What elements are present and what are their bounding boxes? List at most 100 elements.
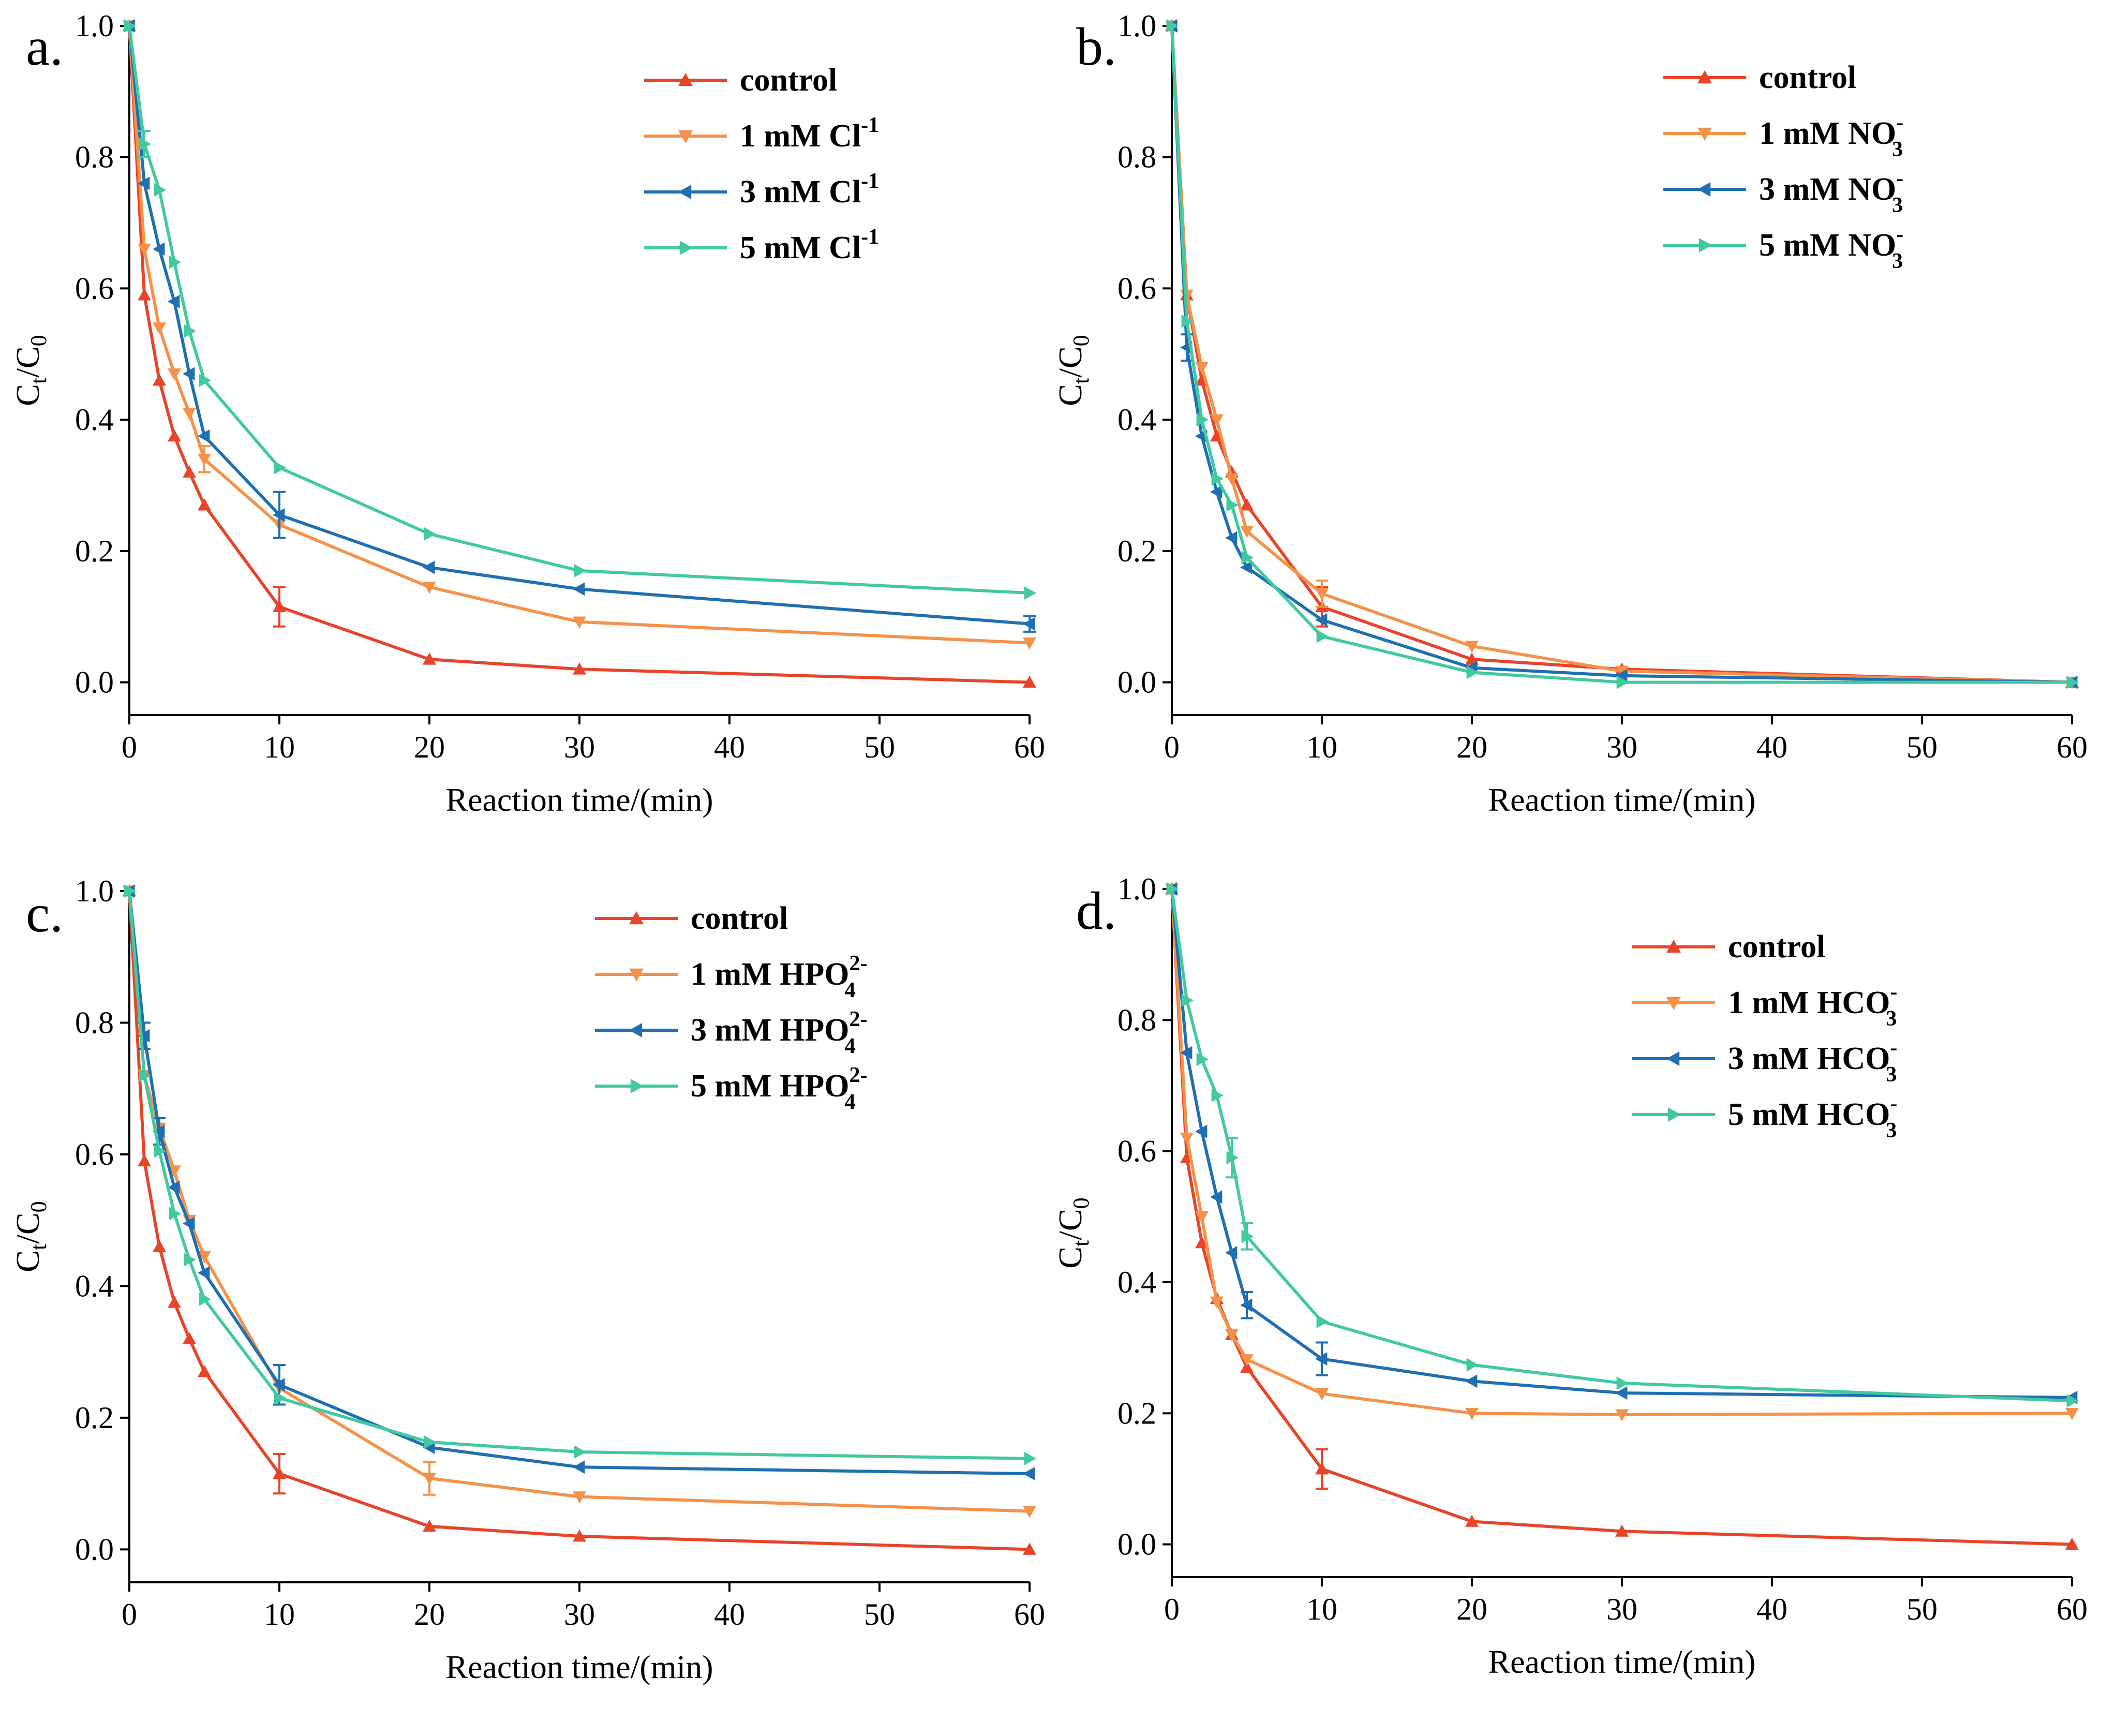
data-point [183, 367, 195, 381]
legend-label: 5 mM HCO-3 [1728, 1092, 1897, 1143]
series-3 [1166, 882, 2079, 1408]
data-point [1180, 1046, 1193, 1060]
series-line [1170, 25, 2073, 684]
x-tick-label: 40 [1756, 730, 1787, 764]
data-point [1315, 1462, 1329, 1475]
series-line [1170, 25, 2073, 684]
series-line [1170, 888, 2073, 1403]
data-point [1023, 1506, 1036, 1518]
data-point [423, 582, 436, 594]
series-line [1170, 25, 2072, 684]
data-point [1023, 637, 1036, 650]
legend-marker [1697, 127, 1712, 141]
data-point [1241, 1229, 1254, 1243]
y-tick-label: 0.0 [75, 1532, 114, 1566]
data-point [1195, 362, 1209, 374]
x-tick-label: 40 [714, 730, 745, 764]
panel-label: c. [26, 884, 63, 943]
panel-label: d. [1076, 881, 1116, 941]
data-point [1225, 1246, 1238, 1259]
x-tick-label: 60 [1014, 730, 1045, 764]
data-point [138, 1029, 150, 1043]
y-tick-label: 0.8 [75, 140, 114, 174]
data-point [183, 465, 196, 478]
data-point [574, 1445, 586, 1459]
data-point [573, 1491, 586, 1504]
data-point [1240, 560, 1253, 574]
data-point [423, 1473, 436, 1485]
data-point [2066, 1394, 2079, 1408]
series-3 [124, 19, 1036, 600]
y-tick-label: 0.0 [1117, 1527, 1156, 1562]
y-tick-label: 0.6 [75, 271, 114, 305]
x-tick-label: 40 [1756, 1592, 1787, 1626]
data-point [1240, 1298, 1253, 1312]
x-tick-label: 10 [1306, 730, 1337, 764]
legend-marker [678, 185, 692, 199]
y-tick-label: 0.4 [1117, 403, 1156, 437]
data-point [1166, 882, 1179, 896]
data-point [183, 408, 196, 420]
data-point [1226, 1151, 1239, 1165]
legend-label: 5 mM HPO2-4 [691, 1063, 868, 1114]
x-tick-label: 20 [1456, 730, 1487, 764]
chart-panel-b: 0 10 20 30 40 50 60 0.0 0.2 0.4 0.6 0.8 1.0 Reaction … [1052, 9, 2088, 818]
y-tick-label: 1.0 [1117, 872, 1156, 906]
chart-panel-a: 0 10 20 30 40 50 60 0.0 0.2 0.4 0.6 0.8 1.0 Reaction … [9, 9, 1045, 818]
legend-label: 3 mM HCO-3 [1728, 1036, 1897, 1087]
data-point [1315, 588, 1329, 601]
x-tick-label: 0 [122, 1597, 137, 1631]
x-tick-label: 30 [564, 730, 595, 764]
data-point [573, 662, 586, 675]
data-point [1196, 413, 1209, 427]
data-point [1195, 1236, 1209, 1249]
data-point [273, 1467, 286, 1479]
data-point [1615, 1409, 1629, 1421]
data-point [273, 1378, 285, 1392]
data-point [1024, 1451, 1036, 1465]
y-tick-label: 0.4 [75, 1269, 114, 1303]
data-point [1023, 617, 1035, 631]
x-tick-label: 50 [1906, 1592, 1938, 1626]
series-2 [1165, 19, 2078, 689]
series-3 [1166, 19, 2079, 689]
legend-marker [679, 241, 693, 255]
data-point [169, 1207, 181, 1221]
data-point [153, 1124, 165, 1138]
series-1 [1165, 20, 2079, 689]
data-point [1615, 669, 1628, 682]
data-point [184, 324, 196, 338]
data-point [139, 1069, 151, 1082]
x-tick-label: 30 [564, 1597, 595, 1631]
data-point [573, 616, 586, 629]
data-point [423, 1519, 436, 1532]
data-point [199, 1292, 211, 1306]
legend-label: 1 mM Cl-1 [740, 113, 879, 154]
data-point [1211, 472, 1224, 486]
data-point [198, 1251, 211, 1264]
y-axis-title: Ct/C0 [1052, 1197, 1094, 1268]
legend-label: 3 mM NO-3 [1759, 167, 1903, 217]
data-point [1315, 1352, 1328, 1366]
data-point [1315, 613, 1328, 627]
data-point [168, 1180, 180, 1194]
data-point [1240, 1360, 1254, 1373]
data-point [153, 242, 165, 256]
series-line [128, 891, 1030, 1460]
data-point [184, 1253, 196, 1267]
data-point [1241, 551, 1254, 565]
data-point [138, 288, 151, 301]
series-1 [123, 885, 1036, 1518]
data-point [2065, 1537, 2079, 1550]
chart-panel-d: 0 10 20 30 40 50 60 0.0 0.2 0.4 0.6 0.8 1.0 Reaction … [1052, 872, 2088, 1680]
data-point [124, 884, 136, 898]
data-point [1195, 1124, 1208, 1138]
x-tick-label: 20 [1456, 1592, 1487, 1626]
x-tick-label: 60 [2057, 1592, 2088, 1626]
x-tick-label: 60 [2057, 730, 2088, 764]
data-point [138, 243, 151, 256]
data-point [168, 1296, 181, 1308]
y-tick-label: 0.4 [1117, 1265, 1156, 1299]
data-point [168, 368, 181, 381]
x-tick-label: 30 [1606, 730, 1637, 764]
